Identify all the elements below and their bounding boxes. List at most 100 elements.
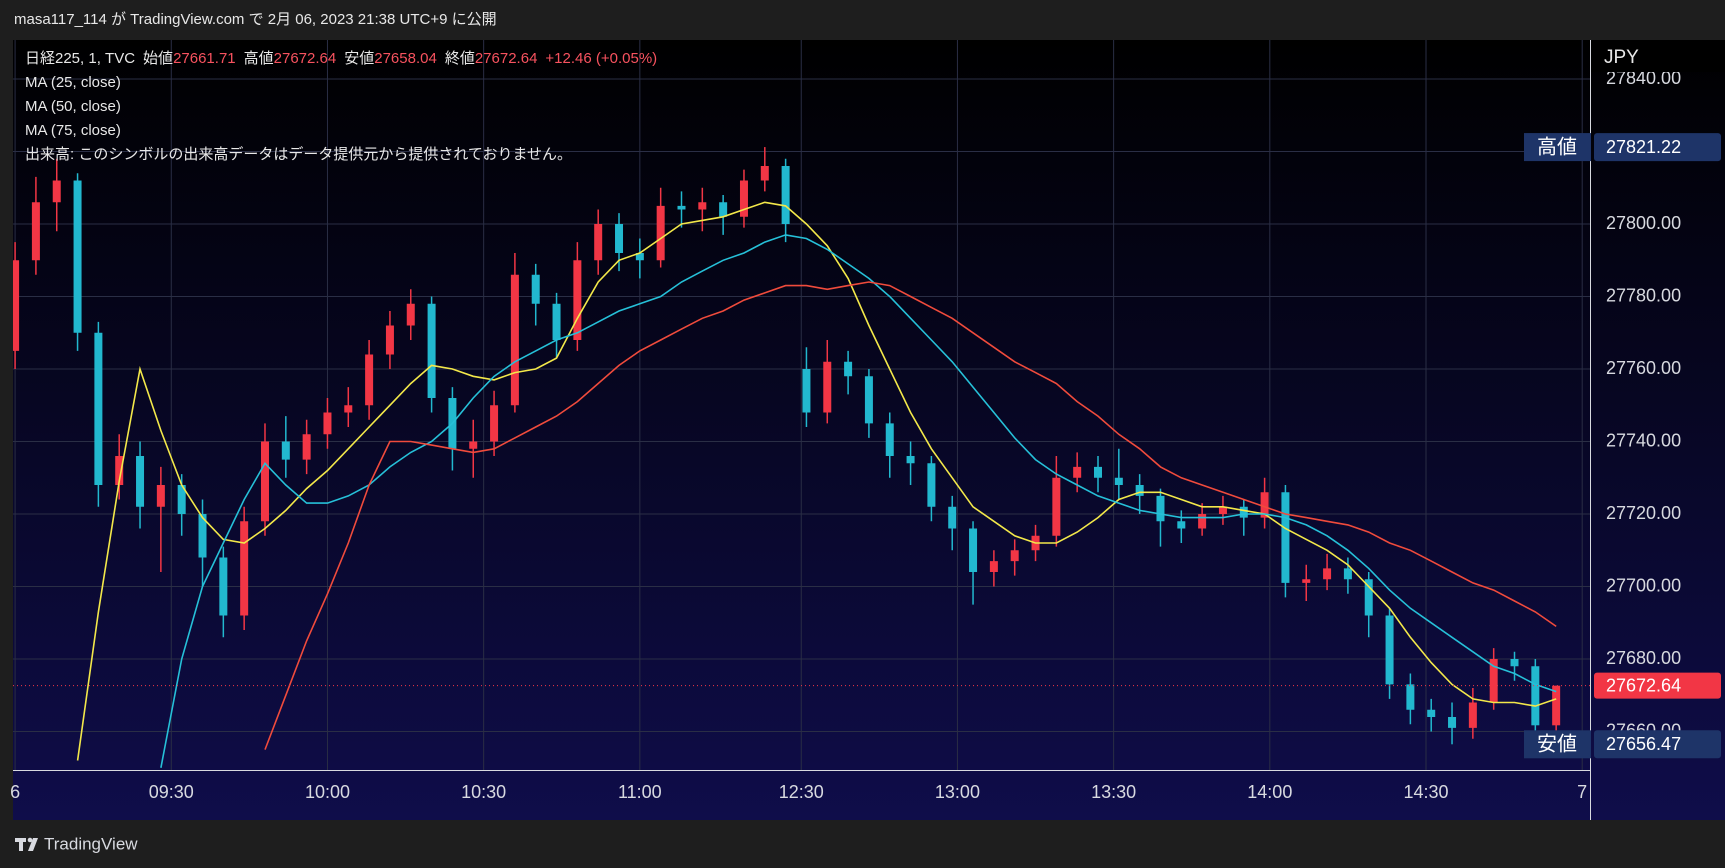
x-tick-label: 10:00: [305, 782, 350, 802]
candle-body: [1364, 579, 1373, 616]
legend-high-value: 27672.64: [274, 50, 337, 67]
footer-logo: [15, 837, 38, 851]
x-tick-label: 14:00: [1247, 782, 1292, 802]
legend-ohlc: 日経225, 1, TVC 始値27661.71 高値27672.64 安値27658…: [25, 50, 657, 67]
candle-body: [136, 456, 145, 507]
candle-body: [1427, 709, 1436, 718]
candle-body: [1156, 495, 1165, 522]
legend-low-value: 27658.04: [374, 50, 437, 67]
candle-body: [1385, 615, 1394, 685]
candle-body: [31, 202, 40, 261]
candle-body: [510, 274, 519, 406]
candle-body: [260, 441, 269, 522]
candle-body: [1114, 477, 1123, 486]
candle-body: [73, 180, 82, 333]
price-box: [1594, 672, 1721, 699]
candle-body: [781, 166, 790, 225]
candle-body: [177, 485, 186, 515]
candle-body: [385, 325, 394, 355]
legend-close-value: 27672.64: [475, 50, 538, 67]
candle-body: [739, 180, 748, 217]
candle-body: [1094, 466, 1103, 478]
candle-body: [1531, 666, 1540, 726]
candle-body: [115, 456, 124, 486]
legend-close-label: 終値: [445, 50, 475, 67]
ma-line: [264, 281, 1557, 750]
marker-label-box: [1524, 730, 1591, 759]
ma-line: [76, 201, 1557, 761]
marker-label-box: [1524, 133, 1591, 162]
candle-body: [906, 456, 915, 464]
candle-body: [1135, 485, 1144, 496]
candle-body: [1302, 579, 1311, 583]
grid: [13, 40, 1590, 770]
candle-body: [864, 376, 873, 424]
axis-header: [1591, 40, 1725, 72]
price-markers: 27672.64 高値 27821.22 安値 27656.47: [1524, 133, 1721, 759]
candle-body: [302, 434, 311, 460]
candle-body: [823, 361, 832, 413]
legend-open-label: 始値: [143, 50, 173, 67]
candle-body: [1198, 514, 1207, 529]
candle-body: [219, 557, 228, 616]
candle-body: [198, 514, 207, 558]
x-tick-label: 7: [1577, 782, 1587, 802]
currency: JPY: [1604, 47, 1639, 68]
candle-body: [94, 332, 103, 486]
candle-body: [1448, 717, 1457, 728]
candle-body: [656, 205, 665, 261]
candle-body: [13, 260, 20, 351]
candle-body: [1239, 506, 1248, 518]
x-tick-label: 6: [10, 782, 20, 802]
marker-value: 27821.22: [1606, 137, 1681, 157]
candle-body: [802, 369, 811, 413]
candle-body: [677, 205, 686, 210]
x-tick-label: 10:30: [461, 782, 506, 802]
x-tick-label: 09:30: [149, 782, 194, 802]
legend-high-label: 高値: [244, 50, 274, 67]
legend-low-label: 安値: [344, 50, 374, 67]
candle-body: [635, 253, 644, 261]
candle-body: [948, 506, 957, 529]
marker-value: 27656.47: [1606, 734, 1681, 754]
plot-area: [13, 147, 1590, 768]
legend-ma: MA (25, close): [25, 74, 121, 91]
legend-ma: MA (75, close): [25, 122, 121, 139]
candle-body: [969, 528, 978, 573]
candle-body: [344, 405, 353, 413]
candle-body: [1510, 659, 1519, 667]
candle-body: [531, 274, 540, 304]
candle-body: [1406, 684, 1415, 710]
candle-body: [1343, 568, 1352, 580]
candle-body: [490, 405, 499, 442]
candle-body: [594, 224, 603, 261]
marker-label: 高値: [1537, 135, 1577, 158]
candle-body: [989, 561, 998, 573]
candle-body: [615, 224, 624, 254]
candle-body: [52, 180, 61, 203]
candle-body: [469, 441, 478, 449]
candle-body: [1281, 492, 1290, 583]
candle-body: [1260, 492, 1269, 518]
x-tick-label: 13:30: [1091, 782, 1136, 802]
candle-body: [760, 166, 769, 181]
candle-body: [719, 202, 728, 217]
x-tick-label: 14:30: [1403, 782, 1448, 802]
candle-body: [156, 485, 165, 507]
candle-body: [885, 423, 894, 457]
y-tick-label: 27800.00: [1606, 213, 1681, 233]
y-tick-label: 27700.00: [1606, 575, 1681, 595]
candle-body: [844, 361, 853, 377]
price-value: 27672.64: [1606, 675, 1681, 695]
candle-body: [1552, 685, 1561, 726]
candle-body: [552, 303, 561, 341]
y-tick-label: 27680.00: [1606, 648, 1681, 668]
y-tick-label: 27740.00: [1606, 430, 1681, 450]
candle-body: [406, 303, 415, 326]
candle-body: [365, 354, 374, 406]
candle-body: [1218, 506, 1227, 515]
candle-body: [1177, 521, 1186, 529]
symbol: 日経225, 1, TVC: [25, 50, 135, 67]
footer-brand: TradingView: [44, 834, 138, 853]
